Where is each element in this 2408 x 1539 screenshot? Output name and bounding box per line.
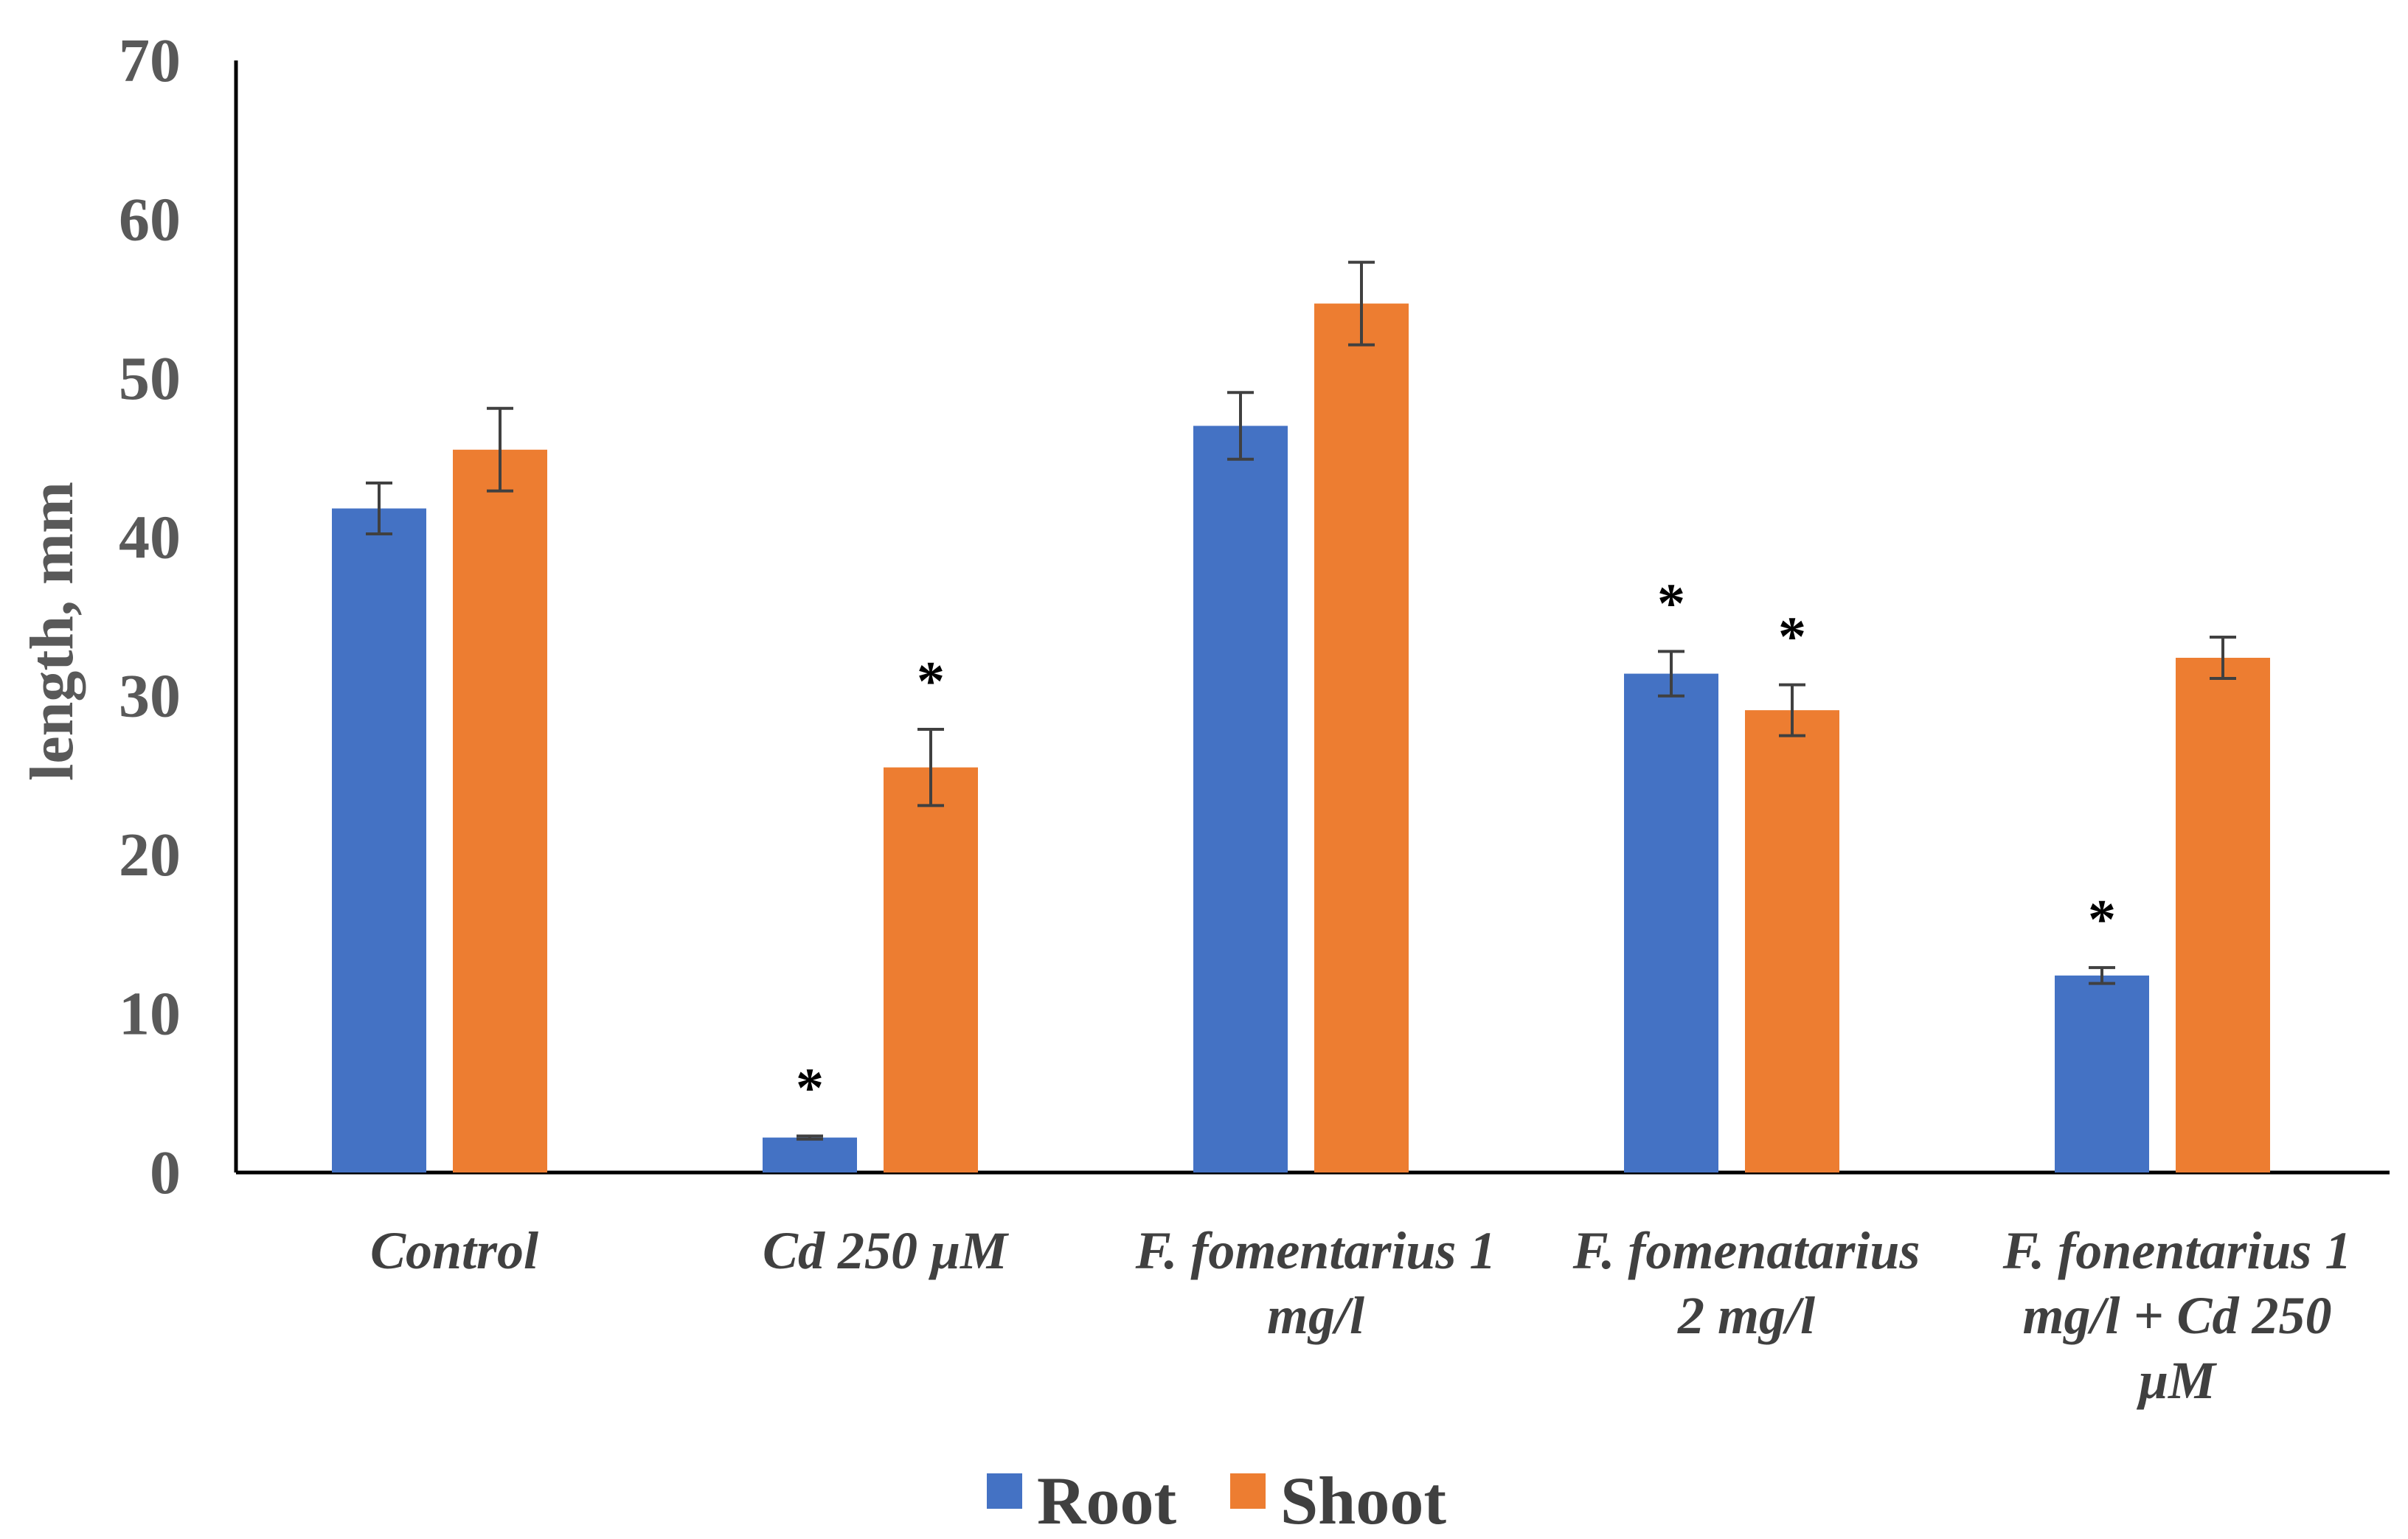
y-axis-tick-labels: 0 10 20 30 40 50 60 70 [119,27,181,1207]
y-tick-label: 0 [150,1139,181,1207]
x-category-label: F. fonentarius 1 mg/l + Cd 250 μM [2002,1221,2352,1410]
significance-marker: * [1657,572,1685,634]
legend: Root Shoot [987,1463,1446,1538]
x-category-label: F. fomenatarius 2 mg/l [1572,1221,1920,1345]
legend-swatch [1230,1473,1266,1509]
x-category-label: Control [370,1221,538,1280]
error-bar [487,406,513,493]
bar-root [763,1137,857,1173]
x-category-label: F. fomentarius 1 mg/l [1135,1221,1496,1345]
error-bar [2089,966,2115,985]
x-axis-category-labels: Control Cd 250 μM F. fomentarius 1 mg/l F. f… [370,1221,2351,1410]
error-bar [1348,260,1375,347]
error-bar [366,482,392,535]
y-tick-label: 60 [119,185,181,254]
legend-label: Root [1037,1463,1176,1538]
significance-marker: * [796,1057,824,1119]
y-tick-label: 20 [119,821,181,889]
error-bar [1779,683,1805,737]
bar-root [332,508,426,1173]
y-tick-label: 50 [119,344,181,413]
bar-shoot [1745,710,1839,1173]
error-bars [366,260,2236,1141]
significance-marker: * [2088,889,2116,951]
legend-item-root: Root [987,1463,1176,1538]
significance-marker: * [917,650,945,712]
error-bar [797,1134,823,1141]
y-tick-label: 70 [119,27,181,95]
bar-shoot [2176,658,2270,1173]
legend-item-shoot: Shoot [1230,1463,1446,1538]
y-tick-label: 30 [119,662,181,731]
x-category-label: Cd 250 μM [763,1221,1010,1280]
significance-markers: * * * * * [796,572,2116,1119]
bar-root [2055,975,2149,1173]
y-tick-label: 40 [119,503,181,572]
bar-shoot [884,767,978,1173]
y-tick-label: 10 [119,980,181,1049]
bar-groups [332,303,2270,1173]
bar-root [1624,673,1718,1173]
significance-marker: * [1778,606,1806,668]
error-bar [917,727,944,807]
bar-shoot [1314,303,1409,1173]
error-bar [2210,636,2236,681]
error-bar [1658,650,1684,698]
bar-root [1193,425,1288,1173]
error-bar [1227,391,1254,461]
legend-label: Shoot [1280,1463,1446,1538]
legend-swatch [987,1473,1022,1509]
y-axis-label: length, mm [18,482,86,781]
bar-shoot [453,449,547,1173]
